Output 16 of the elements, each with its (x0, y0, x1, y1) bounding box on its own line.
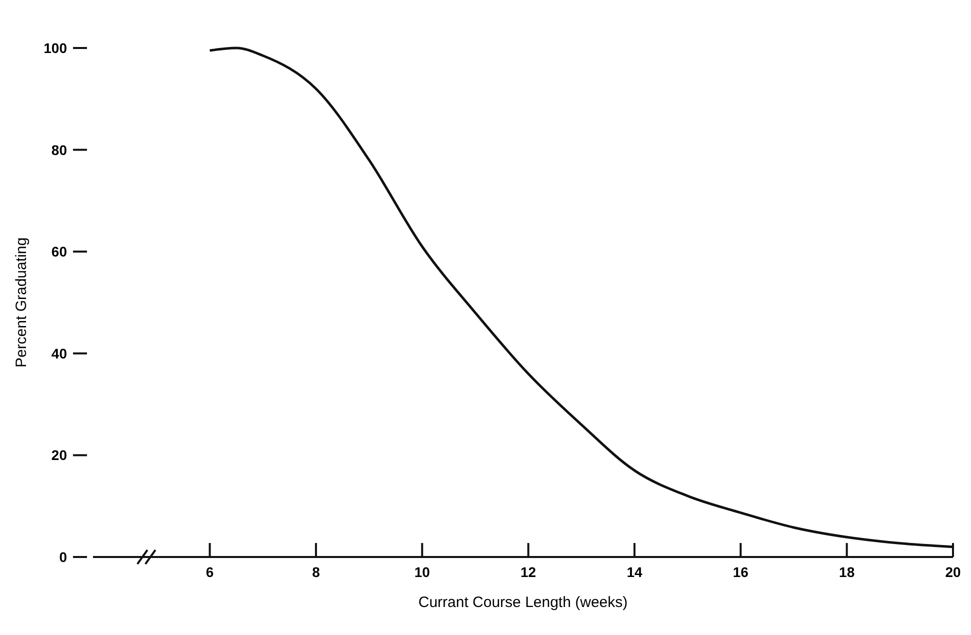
y-tick-label: 40 (51, 345, 68, 362)
x-tick-label: 8 (312, 564, 320, 580)
x-tick-label: 18 (839, 564, 855, 580)
y-tick-label: 100 (44, 40, 68, 56)
x-axis-title: Currant Course Length (weeks) (418, 594, 628, 611)
y-tick-label: 80 (51, 142, 68, 158)
x-tick-label: 16 (732, 564, 749, 580)
x-tick-label: 10 (414, 564, 430, 580)
x-tick-label: 14 (626, 564, 642, 580)
y-tick-label: 0 (59, 549, 68, 565)
x-tick-label: 12 (520, 564, 536, 580)
y-tick-label: 20 (51, 447, 68, 464)
y-axis-title: Percent Graduating (13, 237, 30, 368)
x-tick-label: 20 (945, 564, 961, 580)
x-tick-label: 6 (206, 564, 214, 580)
y-tick-label: 60 (51, 244, 68, 260)
